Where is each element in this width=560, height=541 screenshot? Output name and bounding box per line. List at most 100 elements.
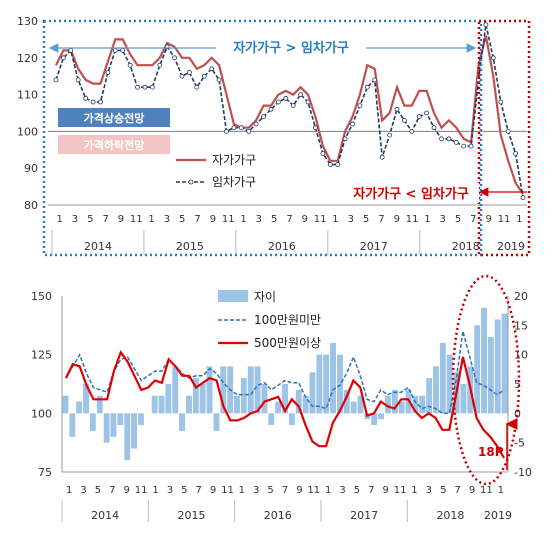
gap-bar xyxy=(398,401,405,414)
series-point-rent xyxy=(505,128,511,134)
gap-bar xyxy=(247,366,254,414)
series-line-own xyxy=(55,35,524,195)
x-tick-label: 11 xyxy=(130,214,143,225)
series-point-rent xyxy=(379,154,385,160)
x-tick-label: 1 xyxy=(148,214,154,225)
year-label: 2016 xyxy=(264,509,292,522)
year-label: 2015 xyxy=(176,240,204,253)
x-tick-label: 3 xyxy=(164,214,170,225)
series-point-rent xyxy=(261,114,267,120)
gap-bar xyxy=(96,395,103,414)
y-tick-label: 100 xyxy=(17,125,38,138)
year-label: 2014 xyxy=(91,509,119,522)
x-tick-label: 3 xyxy=(348,214,354,225)
gap-bar xyxy=(501,313,508,414)
top-x-ticks: 1 3 5 7 9 11 1 3 5 7 9 11 1 3 5 7 9 11 1 3 5 7 9 11 1 3 5 7 9 11 1 xyxy=(56,214,522,225)
y-tick-label: 110 xyxy=(17,89,38,102)
series-point-rent xyxy=(275,99,281,105)
series-point-rent xyxy=(312,125,318,131)
series-point-rent xyxy=(283,95,289,101)
gap-bar xyxy=(446,354,453,414)
gap-bar xyxy=(282,384,288,414)
x-tick-label: 7 xyxy=(454,485,460,496)
series-point-rent xyxy=(305,99,311,105)
y-tick-label-right: 0 xyxy=(514,407,521,420)
own-greater-annotation: 자가가구 > 임차가구 xyxy=(233,40,349,56)
y-tick-label-left: 125 xyxy=(31,349,52,362)
gap-bar xyxy=(192,378,199,414)
series-point-rent xyxy=(409,128,415,134)
x-tick-label: 11 xyxy=(480,485,493,496)
x-tick-label: 5 xyxy=(440,485,446,496)
y-tick-label-right: 15 xyxy=(514,319,528,332)
gap-bar xyxy=(131,413,137,449)
series-point-rent xyxy=(231,125,237,131)
x-tick-label: 3 xyxy=(253,485,259,496)
series-point-rent xyxy=(53,77,59,83)
x-tick-label: 1 xyxy=(325,485,331,496)
series-point-rent xyxy=(157,62,163,68)
x-tick-label: 9 xyxy=(486,214,492,225)
series-point-rent xyxy=(149,84,155,90)
series-point-rent xyxy=(83,95,89,101)
y-tick-label-right: 20 xyxy=(514,290,528,303)
bottom-year-labels: 2014 2015 2016 2017 2018 2019 xyxy=(61,500,512,522)
x-tick-label: 7 xyxy=(194,214,200,225)
x-tick-label: 11 xyxy=(406,214,419,225)
own-less-region xyxy=(477,19,531,257)
gap-bar xyxy=(474,325,481,414)
series-point-rent xyxy=(431,125,437,131)
series-point-rent xyxy=(105,70,111,75)
gap-bar xyxy=(357,395,364,414)
x-tick-label: 5 xyxy=(179,214,185,225)
series-point-rent xyxy=(172,55,178,61)
series-point-rent xyxy=(446,136,452,142)
gap-bar xyxy=(460,384,467,414)
series-point-rent xyxy=(490,55,496,61)
series-point-rent xyxy=(298,92,304,97)
gap-bar xyxy=(481,307,487,414)
gap-bar xyxy=(391,389,398,414)
series-point-rent xyxy=(453,139,459,145)
legend-label-gap: 자이 xyxy=(254,290,276,304)
x-tick-label: 3 xyxy=(256,214,262,225)
series-point-rent xyxy=(394,106,400,112)
x-tick-label: 9 xyxy=(296,485,302,496)
gap-bar xyxy=(419,395,426,414)
bottom-axes xyxy=(61,296,509,473)
gap-bar xyxy=(234,395,240,414)
y-tick-label-right: 5 xyxy=(514,378,521,391)
series-point-rent xyxy=(416,114,422,120)
x-tick-label: 7 xyxy=(102,214,108,225)
gap-bar xyxy=(179,413,185,431)
series-point-rent xyxy=(401,118,407,123)
x-tick-label: 9 xyxy=(394,214,400,225)
gap-bar xyxy=(186,395,192,414)
gap-bar xyxy=(89,413,96,431)
bottom-legend: 자이 100만원미만 500만원이상 xyxy=(218,290,321,350)
series-point-rent xyxy=(342,136,348,142)
gap-bar xyxy=(69,413,76,437)
x-tick-label: 9 xyxy=(383,485,389,496)
y-tick-label: 80 xyxy=(24,199,38,212)
x-tick-label: 5 xyxy=(87,214,93,225)
bottom-x-ticks: 1 3 5 7 9 11 1 3 5 7 9 11 1 3 5 7 9 11 1 3 5 7 9 11 1 3 5 7 9 11 1 xyxy=(66,485,504,496)
gap-bar xyxy=(220,366,227,414)
recent-gap-highlight xyxy=(451,274,521,486)
x-tick-label: 11 xyxy=(314,214,327,225)
year-label: 2016 xyxy=(268,240,296,253)
y-tick-label-right: -5 xyxy=(514,437,525,450)
series-point-rent xyxy=(246,128,252,134)
series-point-rent xyxy=(142,84,148,90)
x-tick-label: 5 xyxy=(181,485,187,496)
gap-bar xyxy=(309,372,316,414)
legend-label-over-500: 500만원이상 xyxy=(254,336,321,350)
x-tick-label: 11 xyxy=(394,485,407,496)
year-label: 2017 xyxy=(350,509,378,522)
series-point-rent xyxy=(194,84,200,90)
x-tick-label: 9 xyxy=(210,485,216,496)
x-tick-label: 1 xyxy=(411,485,417,496)
x-tick-label: 5 xyxy=(271,214,277,225)
